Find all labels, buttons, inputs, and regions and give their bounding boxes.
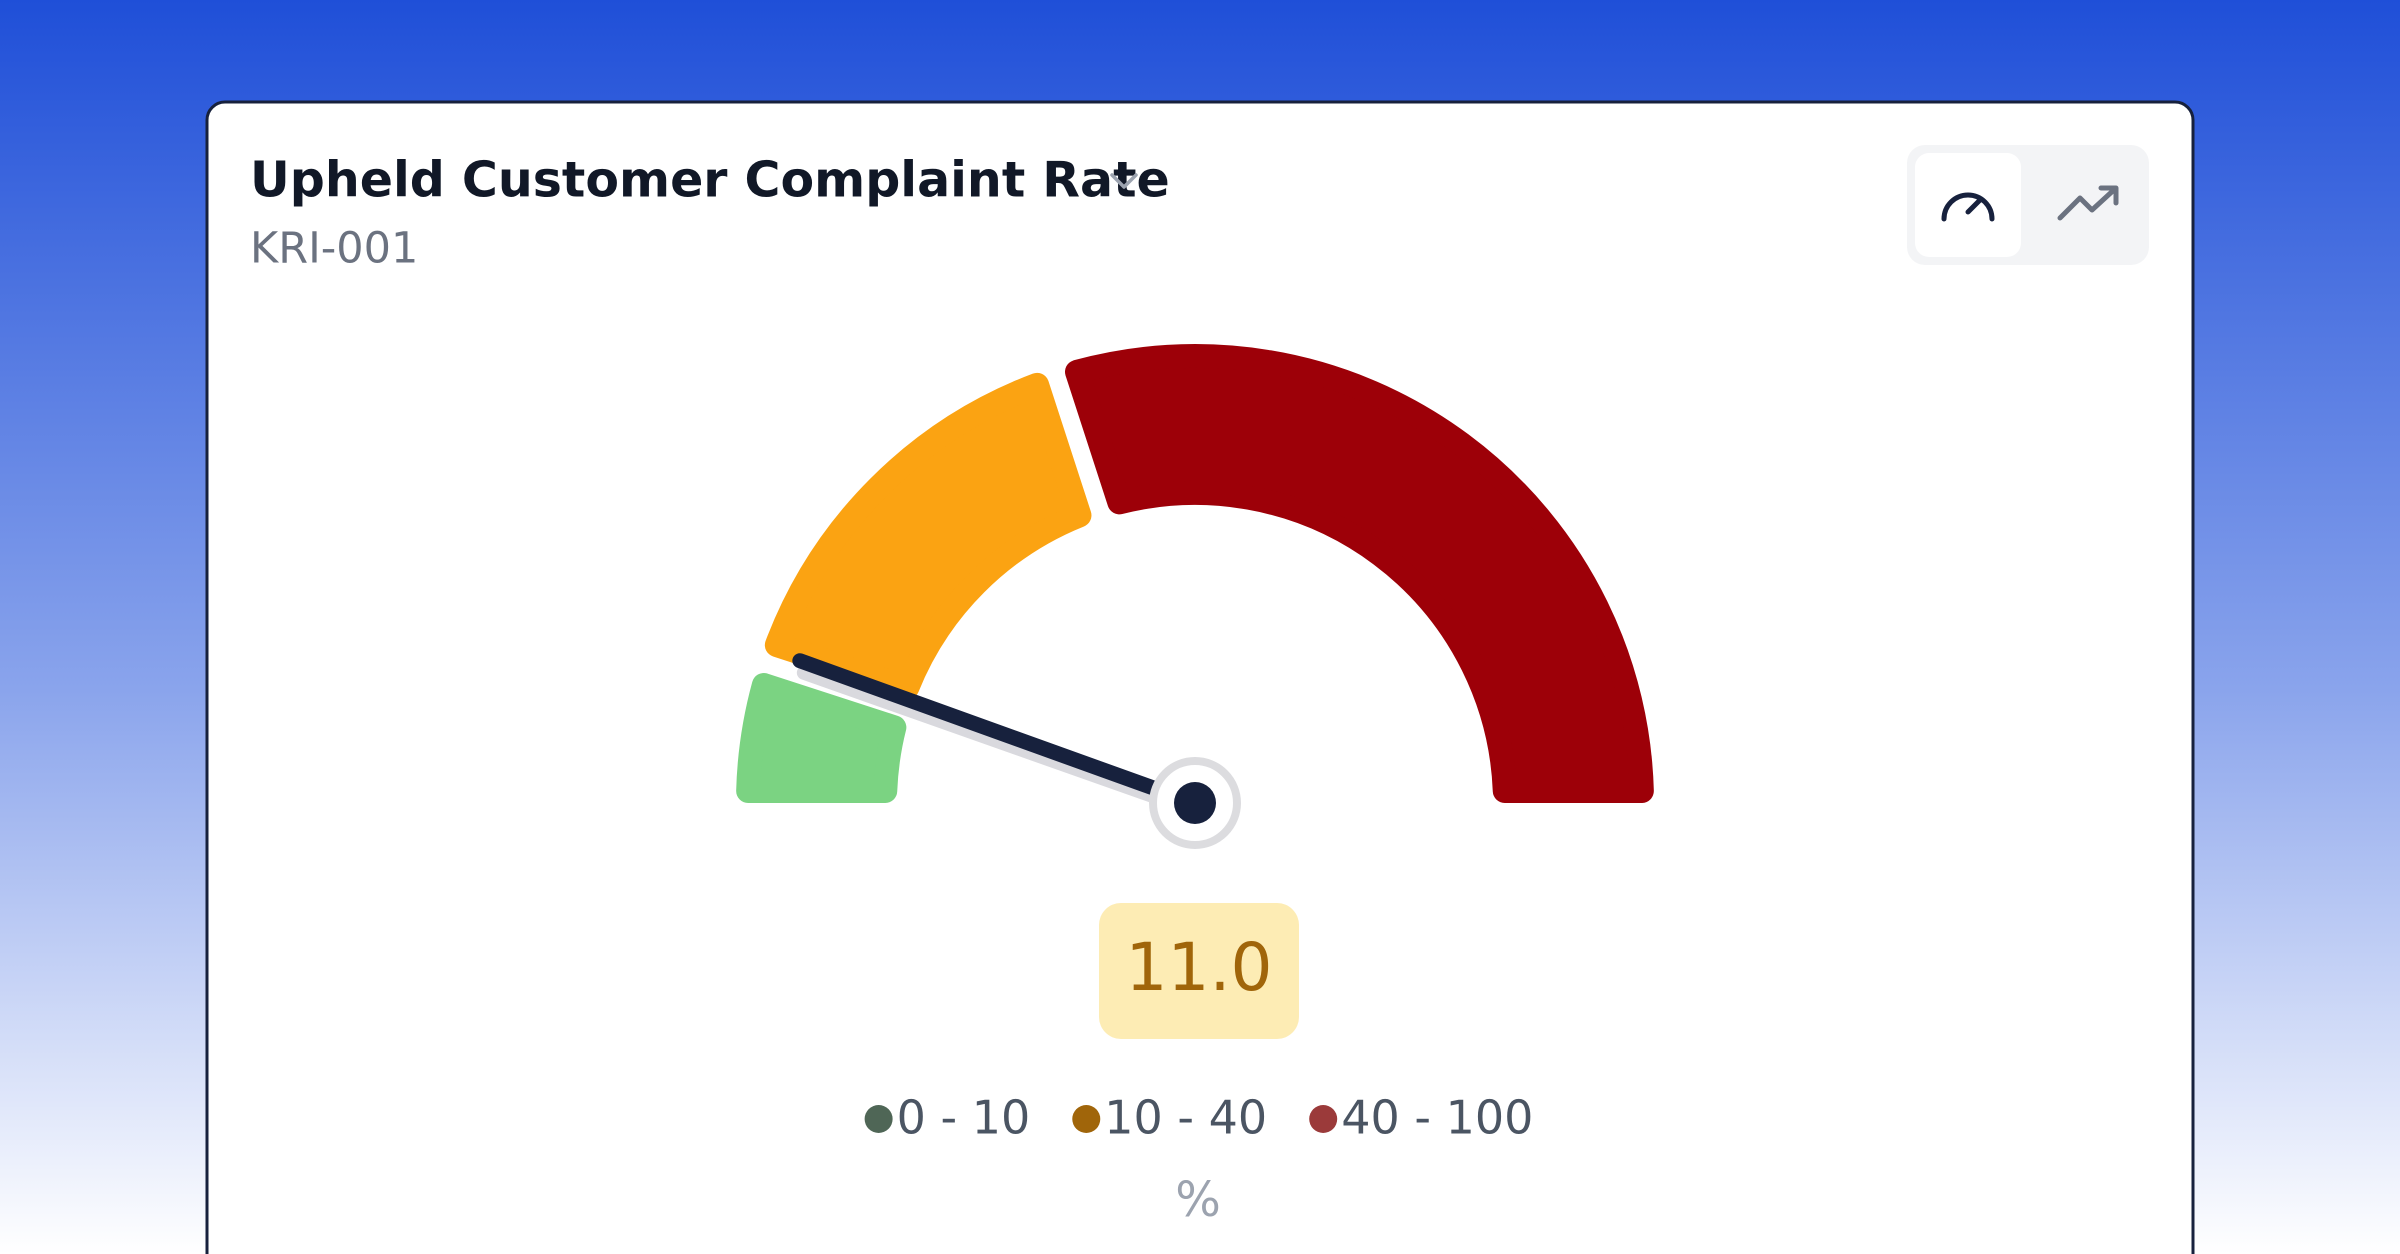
gauge-icon-needle xyxy=(1965,197,1983,215)
legend-label: 0 - 10 xyxy=(897,1091,1031,1145)
card xyxy=(205,100,2195,1254)
gauge-view-button[interactable] xyxy=(1915,153,2021,257)
gauge-icon xyxy=(1941,192,1995,222)
gauge-band xyxy=(736,672,907,804)
needle xyxy=(792,653,1203,811)
chart-subtitle: KRI-001 xyxy=(250,224,418,274)
value-badge xyxy=(1099,903,1299,1039)
title-dropdown[interactable] xyxy=(1110,173,1138,189)
legend-swatch xyxy=(1072,1105,1101,1133)
legend-label: 40 - 100 xyxy=(1341,1091,1533,1145)
needle-shadow xyxy=(796,665,1202,818)
gauge-band xyxy=(764,372,1092,700)
value-label: 11.0 xyxy=(1126,929,1273,1006)
needle-hub-center xyxy=(1174,782,1216,824)
legend-label: 10 - 40 xyxy=(1104,1091,1267,1145)
chart-title: Upheld Customer Complaint Rate xyxy=(250,152,1170,209)
trend-icon xyxy=(2057,185,2119,221)
legend-swatch xyxy=(864,1105,893,1133)
gauge-band xyxy=(1064,344,1654,804)
unit-label: % xyxy=(1175,1172,1221,1228)
legend-swatch xyxy=(1309,1105,1338,1133)
